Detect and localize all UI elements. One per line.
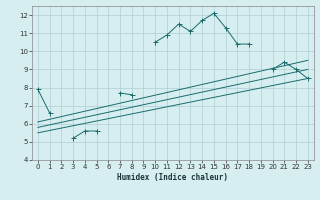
X-axis label: Humidex (Indice chaleur): Humidex (Indice chaleur) [117,173,228,182]
